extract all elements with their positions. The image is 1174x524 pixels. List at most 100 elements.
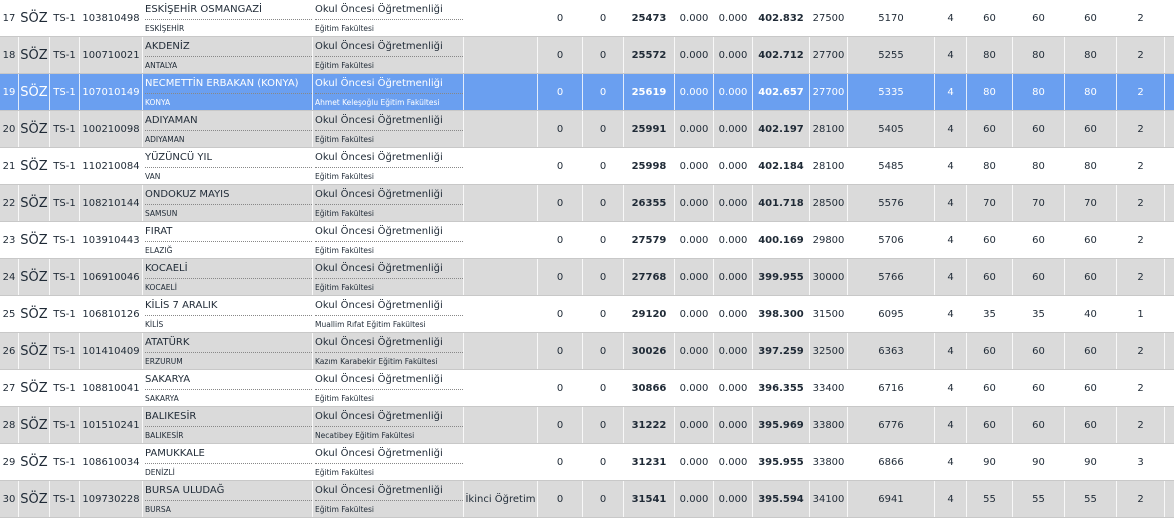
score-type: TS-1 bbox=[50, 296, 80, 333]
row-separator bbox=[0, 184, 1174, 185]
university-cell: KİLİS 7 ARALIK KİLİS bbox=[143, 296, 313, 333]
kind: SÖZ bbox=[19, 0, 50, 37]
program-cell: Okul Öncesi Öğretmenliği Eğitim Fakültesi bbox=[313, 370, 464, 407]
university-cell: SAKARYA SAKARYA bbox=[143, 370, 313, 407]
value-cell: 60 bbox=[967, 0, 1013, 37]
value-cell: 0 bbox=[583, 481, 624, 518]
program: Okul Öncesi Öğretmenliği bbox=[315, 259, 463, 279]
row-separator bbox=[0, 295, 1174, 296]
value-cell: 0.000 bbox=[675, 333, 714, 370]
value-cell: 25619 bbox=[624, 74, 675, 111]
faculty: Eğitim Fakültesi bbox=[315, 394, 375, 403]
value-cell: 6095 bbox=[848, 296, 935, 333]
faculty: Eğitim Fakültesi bbox=[315, 61, 375, 70]
value-cell: 0.000 bbox=[714, 481, 753, 518]
score-type: TS-1 bbox=[50, 0, 80, 37]
value-cell: 27500 bbox=[810, 0, 848, 37]
row-number: 19 bbox=[0, 74, 19, 111]
value-cell: 0 bbox=[538, 37, 583, 74]
value-cell: 0.000 bbox=[714, 111, 753, 148]
program-cell: Okul Öncesi Öğretmenliği Eğitim Fakültesi bbox=[313, 444, 464, 481]
value-cell: 0.000 bbox=[714, 222, 753, 259]
kind: SÖZ bbox=[19, 296, 50, 333]
value-cell: 0 bbox=[583, 0, 624, 37]
value-cell: 402.197 bbox=[753, 111, 810, 148]
faculty: Eğitim Fakültesi bbox=[315, 505, 375, 514]
row-number: 26 bbox=[0, 333, 19, 370]
value-cell: 0 bbox=[583, 407, 624, 444]
value-cell: 5766 bbox=[848, 259, 935, 296]
value-cell: 0 bbox=[538, 333, 583, 370]
row-separator bbox=[0, 110, 1174, 111]
row-separator bbox=[0, 517, 1174, 518]
value-cell: 0 bbox=[538, 444, 583, 481]
program: Okul Öncesi Öğretmenliği bbox=[315, 407, 463, 427]
program-cell: Okul Öncesi Öğretmenliği Muallim Rıfat Eğ… bbox=[313, 296, 464, 333]
table-row: 23 SÖZ TS-1 103910443 FIRAT ELAZIĞ Okul Öncesi… bbox=[0, 222, 1174, 259]
program: Okul Öncesi Öğretmenliği bbox=[315, 185, 463, 205]
university: NECMETTİN ERBAKAN (KONYA) bbox=[145, 74, 312, 94]
value-cell: 80 bbox=[1013, 74, 1065, 111]
kind: SÖZ bbox=[19, 259, 50, 296]
value-cell: 2 bbox=[1117, 37, 1165, 74]
value-cell: 2 bbox=[1117, 0, 1165, 37]
kind: SÖZ bbox=[19, 37, 50, 74]
score-type: TS-1 bbox=[50, 370, 80, 407]
value-cell: 4 bbox=[935, 259, 967, 296]
city: SAMSUN bbox=[145, 209, 178, 218]
value-cell: 0.000 bbox=[675, 481, 714, 518]
value-cell: 4 bbox=[935, 333, 967, 370]
university: ADIYAMAN bbox=[145, 111, 312, 131]
value-cell: 0.000 bbox=[675, 407, 714, 444]
row-number: 18 bbox=[0, 37, 19, 74]
city: KİLİS bbox=[145, 320, 164, 329]
value-cell: 5405 bbox=[848, 111, 935, 148]
value-cell: 0.000 bbox=[675, 370, 714, 407]
program-cell: Okul Öncesi Öğretmenliği Eğitim Fakültesi bbox=[313, 222, 464, 259]
score-type: TS-1 bbox=[50, 407, 80, 444]
program-code: 103810498 bbox=[80, 0, 143, 37]
value-cell: 60 bbox=[1013, 0, 1065, 37]
value-cell: 55 bbox=[967, 481, 1013, 518]
value-cell: 5706 bbox=[848, 222, 935, 259]
value-cell: 26355 bbox=[624, 185, 675, 222]
value-cell: 4 bbox=[935, 74, 967, 111]
value-cell: 70 bbox=[1013, 185, 1065, 222]
city: KOCAELİ bbox=[145, 283, 177, 292]
program: Okul Öncesi Öğretmenliği bbox=[315, 296, 463, 316]
program-cell: Okul Öncesi Öğretmenliği Eğitim Fakültesi bbox=[313, 148, 464, 185]
program: Okul Öncesi Öğretmenliği bbox=[315, 0, 463, 20]
value-cell: 0.000 bbox=[675, 111, 714, 148]
university: AKDENİZ bbox=[145, 37, 312, 57]
value-cell: 399.955 bbox=[753, 259, 810, 296]
value-cell: 396.355 bbox=[753, 370, 810, 407]
table-row: 21 SÖZ TS-1 110210084 YÜZÜNCÜ YIL VAN Okul Önc… bbox=[0, 148, 1174, 185]
value-cell: 0 bbox=[538, 74, 583, 111]
university: ATATÜRK bbox=[145, 333, 312, 353]
program-code: 106810126 bbox=[80, 296, 143, 333]
value-cell: 60 bbox=[1065, 222, 1117, 259]
note-cell bbox=[464, 74, 538, 111]
program-cell: Okul Öncesi Öğretmenliği Necatibey Eğitim… bbox=[313, 407, 464, 444]
value-cell: 25991 bbox=[624, 111, 675, 148]
value-cell: 60 bbox=[967, 333, 1013, 370]
kind: SÖZ bbox=[19, 222, 50, 259]
value-cell: 395.955 bbox=[753, 444, 810, 481]
row-separator bbox=[0, 258, 1174, 259]
value-cell: 0 bbox=[538, 185, 583, 222]
program-cell: Okul Öncesi Öğretmenliği Eğitim Fakültesi bbox=[313, 481, 464, 518]
note-cell bbox=[464, 0, 538, 37]
value-cell: 0 bbox=[583, 74, 624, 111]
value-cell: 30000 bbox=[810, 259, 848, 296]
value-cell: 4 bbox=[935, 111, 967, 148]
university: BALIKESİR bbox=[145, 407, 312, 427]
program-code: 101410409 bbox=[80, 333, 143, 370]
value-cell: 402.712 bbox=[753, 37, 810, 74]
row-number: 17 bbox=[0, 0, 19, 37]
value-cell: 60 bbox=[1065, 407, 1117, 444]
value-cell: 0 bbox=[538, 148, 583, 185]
value-cell: 60 bbox=[967, 111, 1013, 148]
faculty: Eğitim Fakültesi bbox=[315, 246, 375, 255]
value-cell: 27700 bbox=[810, 37, 848, 74]
